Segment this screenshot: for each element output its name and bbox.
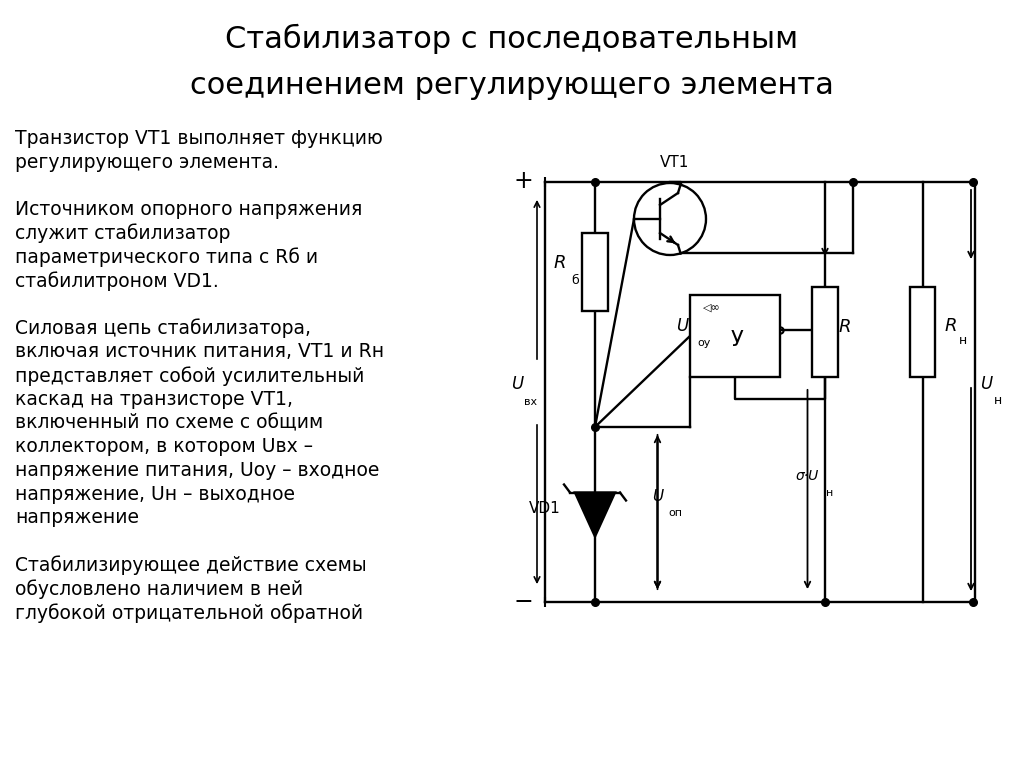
Text: У: У — [731, 330, 743, 350]
Text: н: н — [959, 334, 968, 347]
Text: обусловлено наличием в ней: обусловлено наличием в ней — [15, 579, 303, 599]
Text: Стабилизатор с последовательным: Стабилизатор с последовательным — [225, 24, 799, 54]
Text: н: н — [994, 394, 1002, 407]
Text: VD1: VD1 — [529, 501, 561, 516]
Text: ◁∞: ◁∞ — [703, 303, 721, 313]
Text: σ·U: σ·U — [796, 469, 819, 482]
Text: −: − — [513, 590, 532, 614]
Text: включенный по схеме с общим: включенный по схеме с общим — [15, 413, 324, 433]
Text: вх: вх — [524, 397, 538, 407]
Text: Стабилизирующее действие схемы: Стабилизирующее действие схемы — [15, 555, 367, 575]
Text: представляет собой усилительный: представляет собой усилительный — [15, 366, 365, 386]
Bar — [910, 287, 935, 377]
Text: R: R — [554, 254, 566, 272]
Text: оу: оу — [697, 338, 711, 348]
Text: напряжение: напряжение — [15, 509, 139, 527]
Text: оп: оп — [669, 508, 683, 518]
Text: Силовая цепь стабилизатора,: Силовая цепь стабилизатора, — [15, 318, 311, 338]
Polygon shape — [575, 492, 615, 536]
Text: U: U — [652, 489, 664, 504]
Text: напряжение, Uн – выходное: напряжение, Uн – выходное — [15, 485, 295, 503]
Text: регулирующего элемента.: регулирующего элемента. — [15, 153, 279, 172]
Text: каскад на транзисторе VT1,: каскад на транзисторе VT1, — [15, 390, 293, 409]
Text: параметрического типа с Rб и: параметрического типа с Rб и — [15, 248, 318, 267]
Text: R: R — [945, 317, 957, 335]
Text: R: R — [839, 318, 851, 336]
Text: соединением регулирующего элемента: соединением регулирующего элемента — [190, 71, 834, 100]
Text: н: н — [826, 488, 834, 498]
Text: глубокой отрицательной обратной: глубокой отрицательной обратной — [15, 603, 364, 623]
Bar — [582, 233, 608, 311]
Text: VT1: VT1 — [660, 155, 690, 170]
Bar — [690, 295, 780, 377]
Text: Источником опорного напряжения: Источником опорного напряжения — [15, 200, 362, 219]
Text: включая источник питания, VT1 и Rн: включая источник питания, VT1 и Rн — [15, 342, 384, 361]
Text: напряжение питания, Uоу – входное: напряжение питания, Uоу – входное — [15, 461, 379, 480]
Text: коллектором, в котором Uвх –: коллектором, в котором Uвх – — [15, 437, 313, 456]
Text: +: + — [513, 169, 532, 193]
Text: U: U — [511, 375, 523, 393]
Text: стабилитроном VD1.: стабилитроном VD1. — [15, 272, 219, 291]
Text: служит стабилизатор: служит стабилизатор — [15, 224, 230, 243]
Text: U: U — [676, 317, 688, 335]
Text: Транзистор VT1 выполняет функцию: Транзистор VT1 выполняет функцию — [15, 129, 383, 148]
Text: б: б — [571, 274, 579, 287]
Text: U: U — [980, 375, 992, 393]
Bar — [812, 287, 838, 377]
